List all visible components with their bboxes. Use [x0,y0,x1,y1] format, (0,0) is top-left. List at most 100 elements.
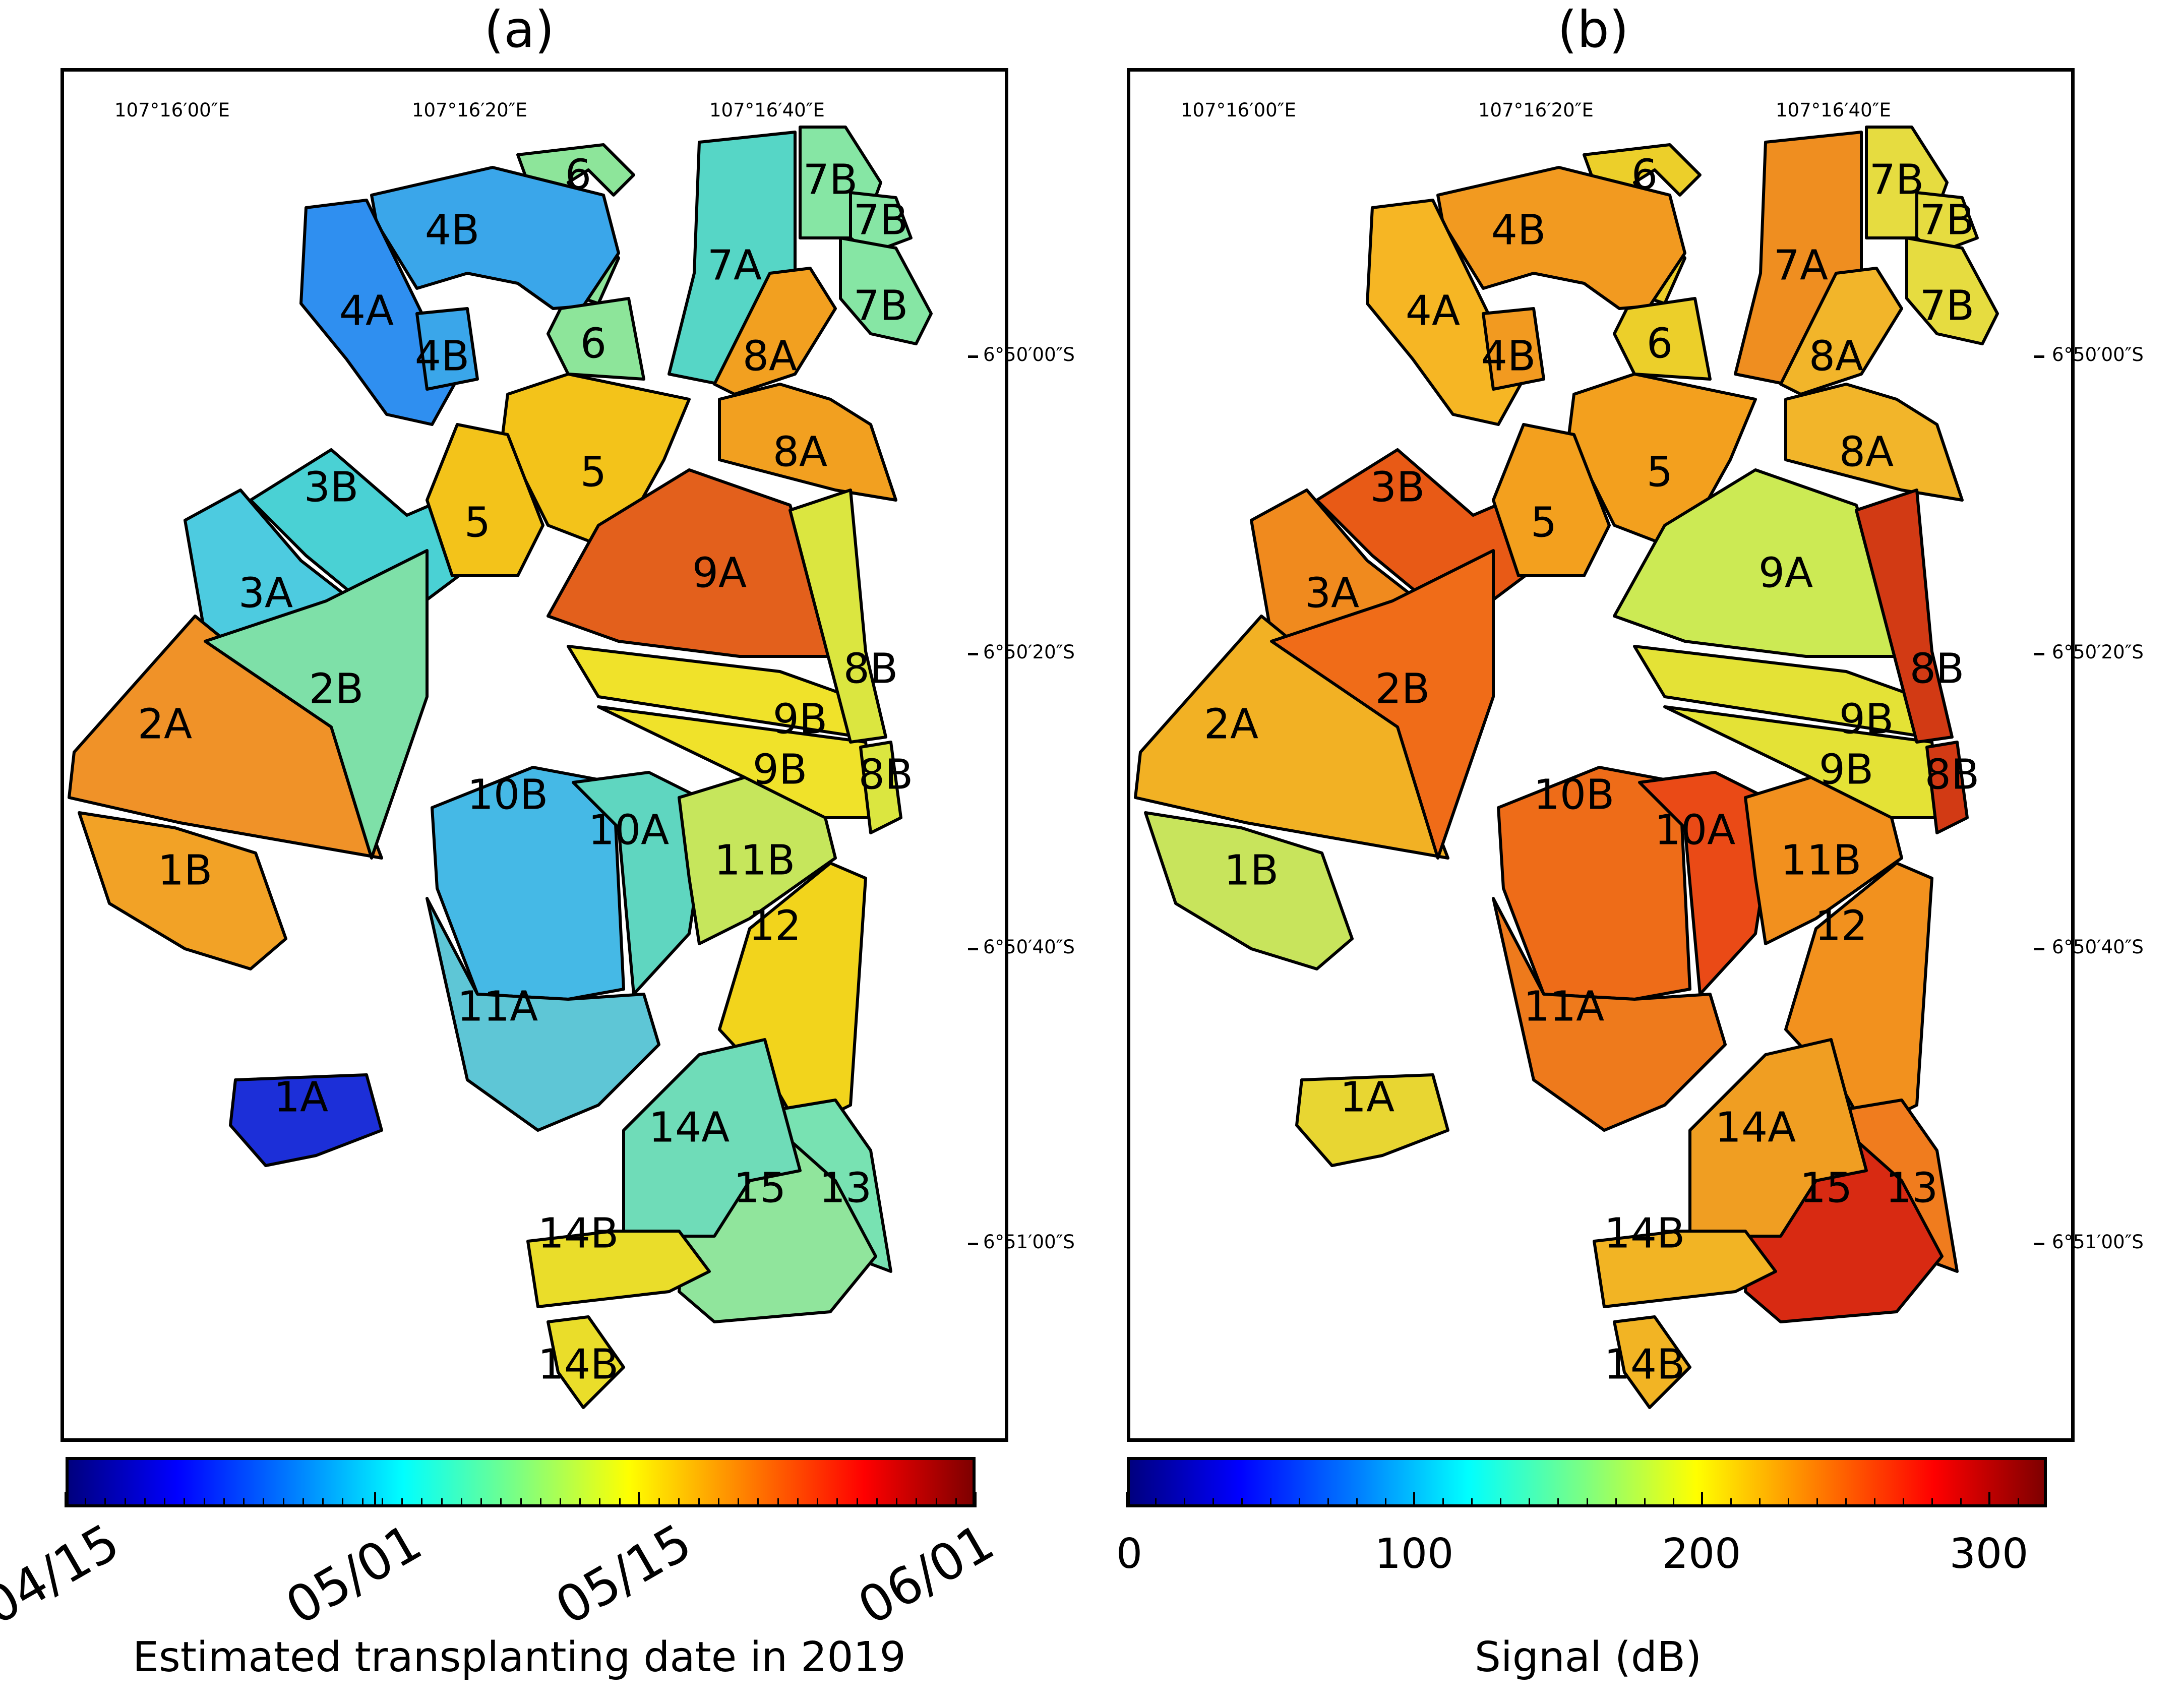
lat-tick [968,948,978,950]
colorbar-minor-tick [1758,1498,1761,1507]
field-label-14B: 14B [538,1209,619,1257]
field-8A [713,267,837,396]
field-1B [78,811,287,970]
lat-tick [968,1243,978,1245]
field-label-13: 13 [819,1164,872,1212]
field-label-4A: 4A [1406,287,1460,335]
colorbar-minor-tick [223,1498,225,1507]
colorbar-minor-tick [599,1498,601,1507]
colorbar-minor-tick [263,1498,265,1507]
field-label-8B: 8B [1910,645,1964,693]
lon-label-b-3: 107°16′40″E [1776,99,1891,121]
field-6 [1613,297,1712,381]
colorbar-minor-tick [282,1498,284,1507]
colorbar-minor-tick [1241,1498,1243,1507]
lat-tick [2034,948,2044,950]
colorbar-minor-tick [144,1498,146,1507]
lon-label-b-1: 107°16′00″E [1181,99,1296,121]
colorbar-minor-tick [579,1498,581,1507]
colorbar-minor-tick [1270,1498,1272,1507]
field-label-7A: 7A [707,241,762,289]
colorbar-minor-tick [164,1498,166,1507]
colorbar-minor-tick [817,1498,819,1507]
colorbar-minor-tick [1442,1498,1444,1507]
field-label-9B: 9B [753,746,807,794]
field-8B [1925,741,1969,834]
colorbar-minor-tick [678,1498,680,1507]
colorbar-a-title: Estimated transplanting date in 2019 [133,1633,906,1681]
colorbar-minor-tick [916,1498,918,1507]
field-label-6: 6 [1647,320,1673,368]
colorbar-major-tick [65,1492,67,1507]
field-label-3A: 3A [1305,569,1359,617]
lat-tick [968,653,978,655]
field-label-1A: 1A [1340,1073,1394,1121]
field-4A [299,199,459,426]
lat-label-b-2: 6°50′20″S [2052,641,2144,663]
colorbar-minor-tick [1902,1498,1904,1507]
colorbar-minor-tick [1155,1498,1157,1507]
field-5 [426,423,544,577]
field-7B [839,236,933,345]
field-label-14A: 14A [1715,1104,1796,1151]
field-label-14B: 14B [538,1341,619,1388]
field-label-8B: 8B [859,751,913,799]
field-label-12: 12 [749,902,801,950]
colorbar-a-tick-label-3: 05/15 [545,1512,701,1636]
colorbar-minor-tick [1586,1498,1588,1507]
field-14B [1613,1315,1691,1409]
lon-label-a-2: 107°16′20″E [412,99,527,121]
field-label-2A: 2A [1204,700,1258,748]
colorbar-minor-tick [935,1498,937,1507]
panel-a-title: (a) [484,0,555,59]
panel-b-title: (b) [1557,0,1629,59]
lon-label-a-3: 107°16′40″E [709,99,825,121]
colorbar-a-tick-label-2: 05/01 [276,1512,432,1636]
lat-label-b-1: 6°50′00″S [2052,344,2144,366]
field-label-5: 5 [1647,448,1673,496]
colorbar-minor-tick [520,1498,522,1507]
colorbar-b-tick-label-4: 300 [1949,1530,2029,1578]
field-label-9B: 9B [1819,746,1873,794]
colorbar-minor-tick [955,1498,957,1507]
field-label-1B: 1B [158,846,212,894]
field-label-2B: 2B [309,665,363,713]
colorbar-a-tick-label-1: 04/15 [0,1512,129,1636]
field-label-6: 6 [565,151,591,199]
colorbar-minor-tick [1672,1498,1674,1507]
colorbar-major-tick [1126,1492,1128,1507]
colorbar-minor-tick [460,1498,462,1507]
field-1A [1295,1073,1449,1167]
field-1B [1144,811,1354,970]
lon-label-a-1: 107°16′00″E [114,99,230,121]
field-5 [1492,423,1611,577]
field-label-3B: 3B [1370,463,1425,511]
map-b-fields: 561213154B64A4B7A7B7B7B8A8A3B3A59A9B9B8B… [1134,126,1999,1409]
field-2A [68,615,383,860]
field-8A [1779,267,1903,396]
colorbar-minor-tick [658,1498,660,1507]
colorbar-minor-tick [836,1498,838,1507]
lat-tick [2034,1243,2044,1245]
field-label-9B: 9B [1839,695,1894,743]
colorbar-minor-tick [539,1498,541,1507]
colorbar-b-tick-label-3: 200 [1662,1530,1741,1578]
field-9B [1663,705,1944,819]
field-4B [1482,307,1545,391]
field-10B [431,766,625,1001]
field-11B [1744,776,1903,945]
colorbar-minor-tick [1212,1498,1215,1507]
field-label-11A: 11A [457,983,538,1030]
colorbar-minor-tick [441,1498,443,1507]
lat-label-b-3: 6°50′40″S [2052,936,2144,958]
field-label-3A: 3A [238,569,293,617]
field-label-1B: 1B [1224,846,1279,894]
field-label-13: 13 [1886,1164,1938,1212]
colorbar-minor-tick [1184,1498,1186,1507]
colorbar-minor-tick [1960,1498,1962,1507]
colorbar-minor-tick [401,1498,403,1507]
colorbar-minor-tick [698,1498,700,1507]
field-label-15: 15 [734,1164,786,1212]
field-14B [1593,1230,1777,1308]
colorbar-minor-tick [104,1498,106,1507]
